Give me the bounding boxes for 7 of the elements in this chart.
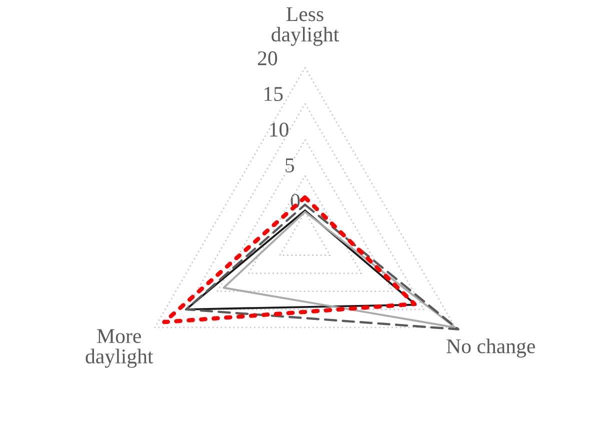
y-tick-label: 20 <box>258 51 278 66</box>
spoke-label: More daylight <box>86 329 154 368</box>
y-tick-label: 15 <box>264 87 283 101</box>
y-tick-label: 10 <box>270 122 288 137</box>
spoke-label: No change <box>446 338 535 358</box>
spoke-label: Less daylight <box>272 7 340 46</box>
y-tick-label: 5 <box>286 158 294 172</box>
